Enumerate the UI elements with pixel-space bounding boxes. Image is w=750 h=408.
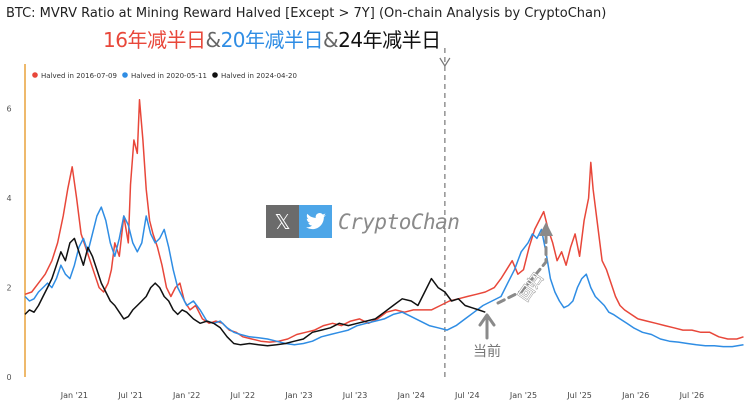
rebound-label: 回归: [515, 270, 547, 305]
watermark-text: CryptoChan: [338, 209, 460, 234]
subtitle-2024: 24年减半日: [338, 28, 441, 52]
rebound-arrowhead-icon: [539, 222, 553, 236]
x-tick-label: Jul '21: [117, 391, 143, 400]
x-tick-label: Jan '24: [397, 391, 425, 400]
x-tick-label: Jul '22: [230, 391, 256, 400]
current-label: 当前: [473, 343, 501, 360]
series-line-2016: [24, 99, 744, 343]
rebound-arrow-icon: [496, 230, 548, 305]
x-tick-label: Jan '23: [284, 391, 312, 400]
series-line-2024: [24, 237, 486, 347]
x-tick-label: Jan '22: [172, 391, 200, 400]
chart-title: BTC: MVRV Ratio at Mining Reward Halved …: [6, 6, 607, 21]
twitter-bird-icon: [299, 205, 332, 238]
y-tick-label: 0: [6, 373, 11, 382]
y-tick-label: 2: [6, 284, 11, 293]
x-tick-label: Jan '26: [621, 391, 649, 400]
chart-subtitle: 16年减半日&20年减半日&24年减半日: [103, 24, 441, 53]
x-logo-icon: 𝕏: [266, 205, 299, 238]
dashed-line-arrowhead: [439, 57, 451, 68]
subtitle-amp-1: &: [205, 28, 221, 52]
current-arrow-icon: [478, 313, 496, 340]
x-tick-label: Jul '26: [679, 391, 705, 400]
x-tick-label: Jan '25: [509, 391, 537, 400]
x-tick-label: Jul '25: [566, 391, 592, 400]
legend-marker: [212, 72, 218, 78]
x-tick-label: Jan '21: [60, 391, 88, 400]
watermark: 𝕏 CryptoChan: [266, 205, 460, 238]
series-line-2020: [24, 206, 744, 348]
subtitle-amp-2: &: [323, 28, 339, 52]
subtitle-2016: 16年减半日: [103, 28, 206, 52]
y-tick-label: 4: [6, 194, 11, 203]
legend-marker: [32, 72, 38, 78]
legend-label: Halved in 2024-04-20: [221, 72, 297, 80]
legend-label: Halved in 2020-05-11: [131, 72, 207, 80]
legend-marker: [122, 72, 128, 78]
x-tick-label: Jul '23: [342, 391, 368, 400]
legend-label: Halved in 2016-07-09: [41, 72, 117, 80]
y-tick-label: 6: [6, 105, 11, 114]
subtitle-2020: 20年减半日: [220, 28, 324, 52]
x-tick-label: Jul '24: [454, 391, 480, 400]
